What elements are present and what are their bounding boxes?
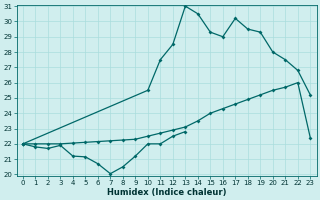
X-axis label: Humidex (Indice chaleur): Humidex (Indice chaleur) <box>107 188 226 197</box>
